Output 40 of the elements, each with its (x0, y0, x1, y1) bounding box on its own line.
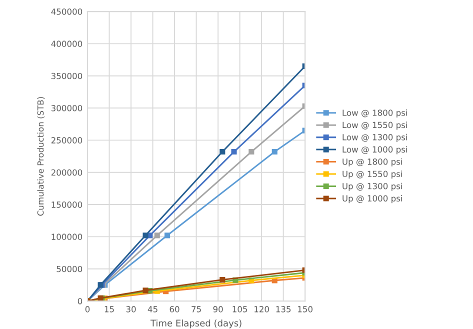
y-tick-label: 350000 (51, 72, 82, 80)
legend-label: Low @ 1000 psi (342, 146, 407, 154)
legend-label: Up @ 1800 psi (342, 158, 402, 166)
y-tick-label: 450000 (51, 8, 82, 15)
y-tick-label: 100000 (52, 234, 82, 240)
x-tick-label: 150 (298, 306, 312, 312)
y-tick-label: 50000 (56, 266, 82, 272)
y-tick-label: 400000 (51, 40, 82, 47)
point (248, 148, 254, 155)
y-tick-label: 150000 (52, 202, 82, 208)
x-tick-label: 105 (232, 306, 248, 312)
legend-label: Up @ 1000 psi (342, 195, 402, 204)
y-tick-label: 300000 (51, 105, 82, 112)
point (231, 148, 237, 155)
x-tick-label: 120 (254, 306, 269, 312)
legend-label: Low @ 1550 psi (342, 122, 407, 130)
point (272, 148, 278, 155)
x-tick-label: 45 (148, 306, 158, 312)
y-tick-label: 200000 (51, 169, 82, 176)
legend-label: Low @ 1300 psi (342, 134, 407, 142)
legend-label: Up @ 1550 psi (342, 170, 402, 179)
point (142, 232, 148, 238)
x-tick-label: 90 (213, 306, 223, 312)
point (154, 232, 160, 238)
x-tick-label: 60 (170, 306, 180, 312)
x-tick-label: 0 (85, 306, 90, 312)
legend-label: Up @ 1300 psi (342, 182, 402, 191)
y-tick-label: 0 (78, 298, 82, 304)
y-tick-label: 250000 (51, 137, 82, 144)
point (220, 277, 226, 283)
point (142, 288, 148, 294)
x-tick-label: 75 (192, 306, 201, 312)
legend-label: Low @ 1800 psi (342, 109, 407, 118)
point (220, 148, 226, 155)
y-axis-title: Cumulative Production (STB) (37, 97, 45, 216)
x-tick-label: 30 (126, 306, 136, 312)
x-tick-label: 135 (276, 306, 291, 312)
x-tick-label: 15 (104, 306, 114, 312)
x-axis-title: Time Elapsed (days) (150, 320, 242, 328)
point (164, 232, 170, 238)
